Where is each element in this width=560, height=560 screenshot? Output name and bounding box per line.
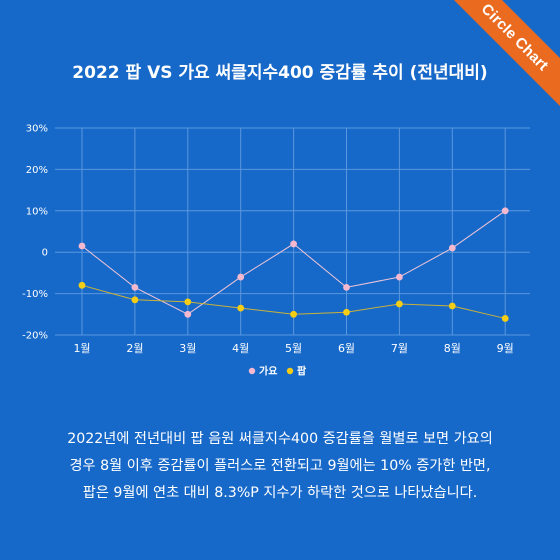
y-tick-label: 10%	[26, 206, 48, 217]
y-tick-label: 20%	[26, 165, 48, 176]
data-point	[131, 283, 139, 291]
caption-line-2: 경우 8월 이후 증감률이 플러스로 전환되고 9월에는 10% 증가한 반면,	[69, 458, 491, 474]
data-point	[290, 240, 297, 248]
y-tick-label: 0	[42, 248, 48, 259]
y-tick-label: -20%	[22, 331, 48, 342]
legend-label: 팝	[297, 365, 307, 378]
y-tick-label: 30%	[26, 124, 48, 135]
data-point	[237, 304, 245, 312]
x-tick-label: 7월	[391, 342, 408, 355]
caption-line-3: 팝은 9월에 연초 대비 8.3%P 지수가 하락한 것으로 나타났습니다.	[82, 485, 478, 501]
data-point	[501, 315, 509, 322]
data-point	[396, 273, 403, 281]
data-point	[290, 310, 297, 318]
data-point	[343, 283, 350, 291]
data-point	[448, 302, 456, 310]
data-point	[78, 242, 86, 250]
legend-label: 가요	[259, 365, 277, 378]
data-point	[237, 273, 245, 281]
data-point	[78, 281, 86, 289]
chart-title: 2022 팝 VS 가요 써클지수400 증감률 추이 (전년대비)	[72, 63, 488, 83]
x-tick-label: 3월	[179, 342, 196, 355]
caption: 2022년에 전년대비 팝 음원 써클지수400 증감률을 월별로 보면 가요의…	[20, 426, 540, 507]
x-tick-label: 6월	[338, 342, 355, 355]
legend-marker	[248, 367, 256, 375]
x-tick-label: 4월	[232, 342, 249, 355]
data-point	[501, 207, 509, 215]
legend-marker	[286, 367, 294, 375]
data-point	[184, 310, 192, 318]
x-tick-label: 8월	[444, 342, 461, 355]
data-point	[184, 298, 192, 306]
x-tick-label: 2월	[126, 342, 143, 355]
x-tick-label: 9월	[497, 342, 514, 355]
data-point	[396, 300, 403, 308]
x-tick-label: 5월	[285, 342, 302, 355]
y-tick-label: -10%	[22, 289, 48, 300]
data-point	[131, 296, 139, 304]
data-point	[448, 244, 456, 252]
x-tick-label: 1월	[73, 342, 90, 355]
data-point	[343, 308, 350, 316]
caption-line-1: 2022년에 전년대비 팝 음원 써클지수400 증감률을 월별로 보면 가요의	[67, 431, 493, 447]
